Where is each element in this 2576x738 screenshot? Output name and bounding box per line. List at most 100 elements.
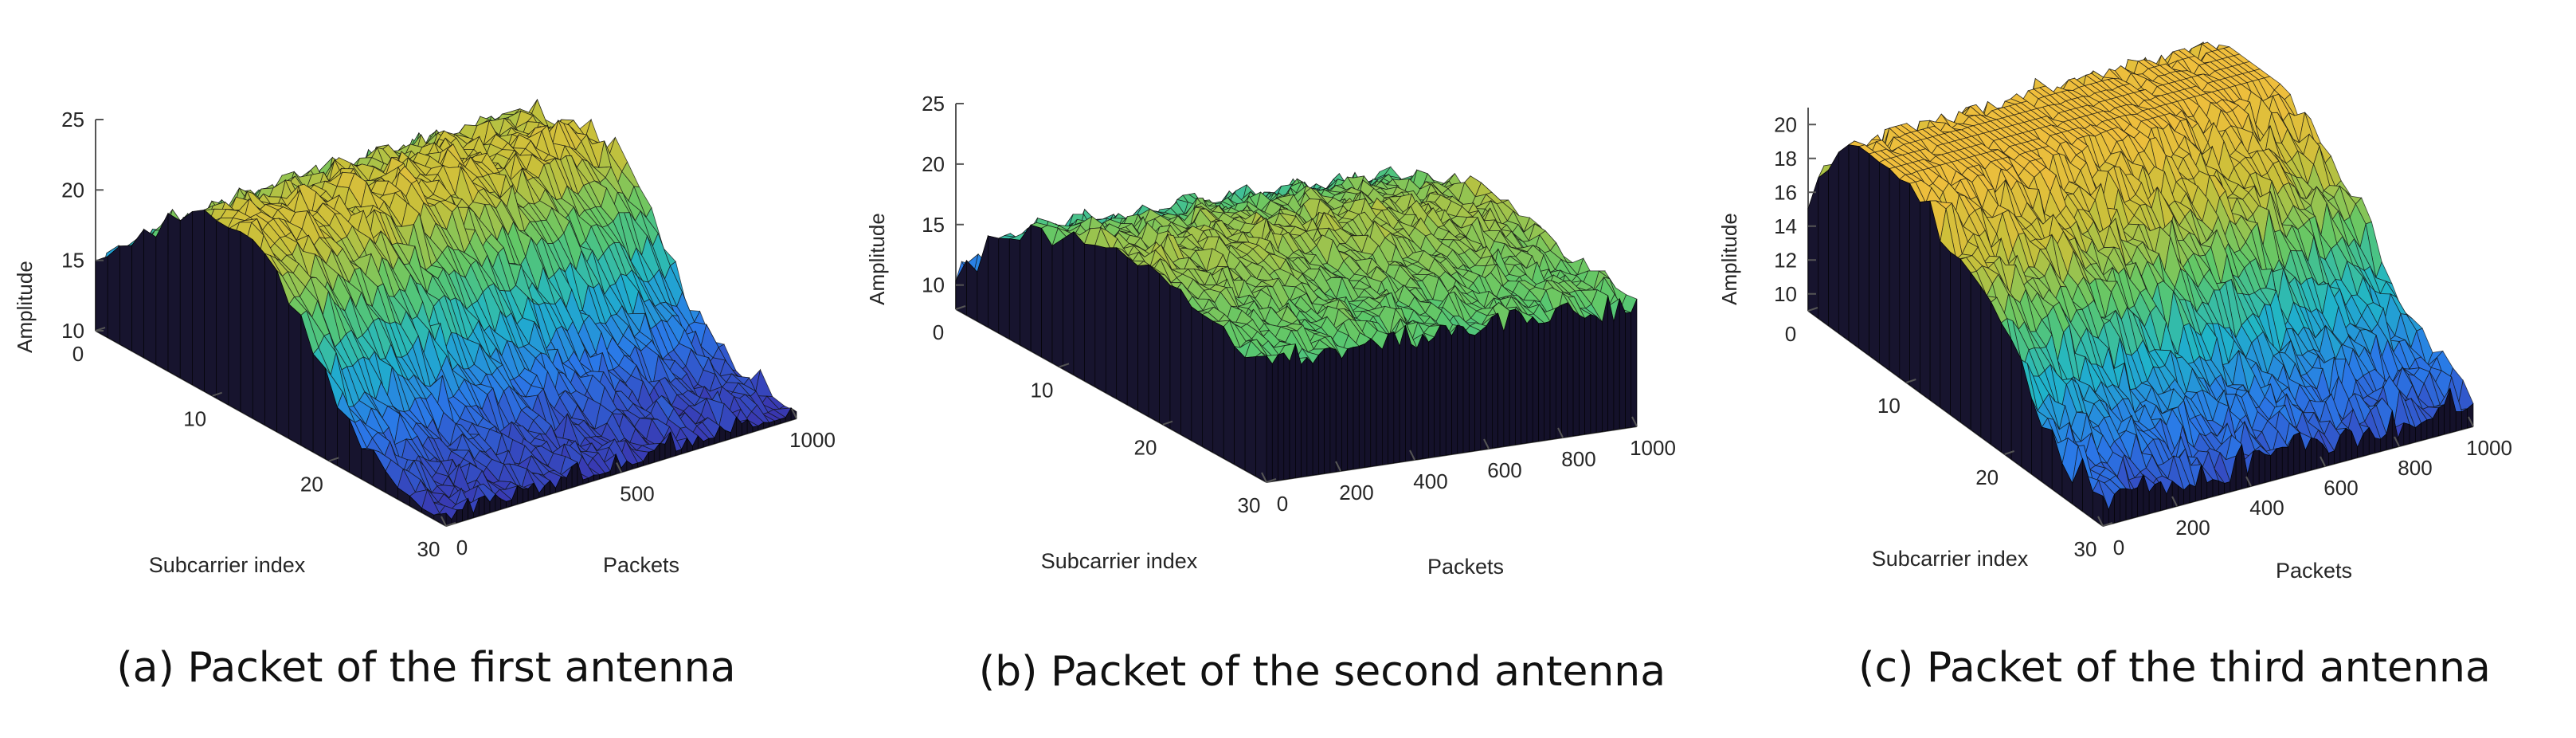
surface-skirt	[1613, 298, 1620, 430]
surface-skirt	[1283, 351, 1290, 481]
surface-skirt	[361, 448, 374, 486]
y-tick-label: 20	[1134, 436, 1157, 460]
surface-skirt	[725, 430, 731, 441]
surface-skirt	[1584, 313, 1591, 435]
surface-skirt	[1094, 245, 1106, 394]
surface-skirt	[240, 231, 253, 419]
surface-skirt	[478, 495, 485, 516]
surface-skirt	[998, 237, 1010, 340]
surface-skirt	[155, 213, 169, 372]
surface-skirt	[1312, 354, 1319, 476]
surface-skirt	[1526, 316, 1533, 444]
surface-skirt	[1335, 348, 1342, 473]
surface-skirt	[522, 488, 529, 503]
surface-skirt	[1382, 334, 1388, 465]
surface-skirt	[131, 228, 144, 359]
surface-skirt	[1063, 231, 1075, 375]
surface-skirt	[1148, 264, 1160, 423]
surface-skirt	[1474, 330, 1482, 451]
surface-skirt	[1169, 285, 1181, 435]
x-tick-label: 0	[1277, 492, 1288, 516]
surface-skirt	[1324, 347, 1331, 474]
surface-skirt	[1073, 230, 1085, 382]
surface-skirt	[1191, 306, 1203, 447]
surface-skirt	[107, 245, 120, 345]
surface-skirt	[1468, 334, 1475, 453]
surface-skirt	[1619, 298, 1626, 430]
surface-skirt	[1405, 325, 1411, 462]
y-tick-label: 30	[417, 537, 440, 561]
y-tick-label: 20	[300, 472, 323, 496]
surface-skirt	[517, 485, 523, 504]
surface-skirt	[312, 353, 326, 460]
surface-skirt	[1532, 316, 1539, 443]
surface-skirt	[228, 227, 241, 412]
surface-skirt	[561, 476, 567, 492]
x-tick-label: 0	[456, 536, 468, 559]
surface-skirt	[1266, 355, 1273, 483]
surface-skirt	[988, 235, 1000, 334]
surface-skirt	[1370, 338, 1377, 467]
x-tick-label: 400	[1413, 469, 1447, 493]
surface-skirt	[1567, 301, 1574, 438]
z-tick-label: 10	[61, 319, 84, 343]
surface-skirt	[1399, 325, 1406, 463]
surface	[1807, 41, 2474, 527]
surface-skirt	[1416, 334, 1423, 460]
surface-skirt	[1041, 227, 1053, 363]
surface-skirt	[337, 406, 350, 473]
surface-skirt	[1295, 343, 1302, 478]
surface-skirt	[264, 253, 277, 433]
x-tick-label: 200	[1339, 481, 1373, 504]
x-tick-label: 500	[620, 482, 654, 506]
panel-caption: (b) Packet of the second antenna	[979, 648, 1666, 696]
surface-skirt	[1595, 316, 1603, 434]
z-tick-label: 15	[61, 249, 84, 273]
surface-skirt	[648, 449, 655, 465]
surface-skirt	[204, 209, 217, 398]
surface-skirt	[571, 461, 578, 488]
surface-skirt	[1318, 348, 1325, 475]
surface-skirt	[1329, 347, 1337, 473]
y-tick-label: 30	[1238, 493, 1261, 517]
surface-skirt	[1509, 308, 1516, 446]
surface-skirt	[143, 229, 157, 365]
surface-skirt	[1492, 312, 1498, 449]
surface-skirt	[1462, 326, 1470, 453]
y-tick-label: 0	[933, 320, 944, 344]
y-axis-label: Subcarrier index	[1041, 549, 1198, 573]
surface-skirt	[1631, 299, 1638, 428]
z-tick-label: 20	[61, 178, 84, 202]
surface-skirt	[192, 210, 205, 392]
surface-skirt	[95, 256, 108, 338]
surface-skirt	[1544, 320, 1551, 441]
surface-skirt	[1590, 314, 1597, 434]
surface-skirt	[1255, 355, 1267, 483]
surface-skirt	[1126, 256, 1138, 411]
surface-skirt	[1515, 308, 1521, 446]
surface-skirt	[1212, 320, 1224, 459]
surface-skirt	[179, 210, 193, 386]
surface-skirt	[1486, 316, 1493, 449]
z-tick-label: 25	[922, 92, 945, 116]
z-tick-label: 10	[922, 273, 945, 297]
surface-skirt	[977, 235, 989, 328]
surface-skirt	[1180, 289, 1192, 442]
surface-skirt	[1538, 322, 1545, 442]
surface-skirt	[1439, 325, 1447, 457]
x-tick-label: 1000	[789, 428, 836, 452]
surface-skirt	[1116, 247, 1128, 406]
surface-skirt	[659, 443, 666, 461]
x-tick-label: 1000	[1630, 436, 1676, 460]
surface-skirt	[1625, 312, 1632, 429]
surface-skirt	[1503, 310, 1510, 447]
surface-skirt	[1084, 243, 1096, 387]
surface-skirt	[1020, 224, 1032, 351]
surface-skirt	[1278, 352, 1285, 481]
x-tick-label: 600	[1487, 458, 1521, 482]
x-tick-label: 800	[1561, 447, 1595, 471]
surface-skirt	[1451, 324, 1458, 455]
surface-skirt	[456, 509, 463, 524]
surface-skirt	[1364, 338, 1372, 468]
